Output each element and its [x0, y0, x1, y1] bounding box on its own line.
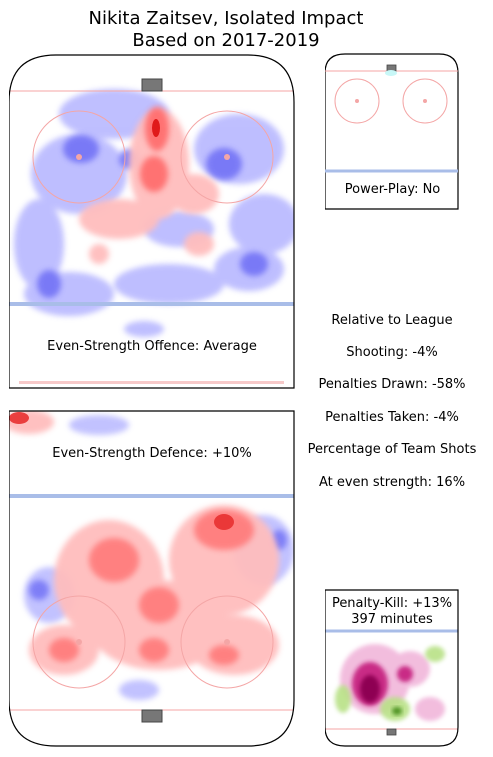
- stat-even-strength-share: At even strength: 16%: [318, 475, 466, 490]
- team-shots-heading: Percentage of Team Shots: [307, 442, 477, 457]
- defence-blobs: [9, 411, 294, 700]
- chart-title-line1: Nikita Zaitsev, Isolated Impact: [88, 8, 364, 29]
- defence-heatmap: [9, 410, 295, 747]
- stat-penalties-drawn: Penalties Drawn: -58%: [318, 377, 466, 392]
- stats-heading: Relative to League: [331, 313, 453, 328]
- chart-title-line2: Based on 2017-2019: [132, 30, 320, 51]
- offence-label: Even-Strength Offence: Average: [47, 339, 257, 354]
- stat-shooting: Shooting: -4%: [346, 345, 438, 360]
- offence-heatmap: [9, 54, 295, 389]
- penalty-kill-label: Penalty-Kill: +13%: [331, 596, 453, 611]
- power-play-label: Power-Play: No: [344, 182, 441, 197]
- penalty-kill-rink: [325, 589, 459, 747]
- stat-penalties-taken: Penalties Taken: -4%: [325, 410, 459, 425]
- power-play-rink: [325, 53, 459, 210]
- penalty-kill-minutes: 397 minutes: [351, 612, 433, 627]
- defence-label: Even-Strength Defence: +10%: [52, 446, 252, 461]
- offence-blobs: [14, 89, 294, 337]
- penalty-kill-blobs: [335, 644, 445, 721]
